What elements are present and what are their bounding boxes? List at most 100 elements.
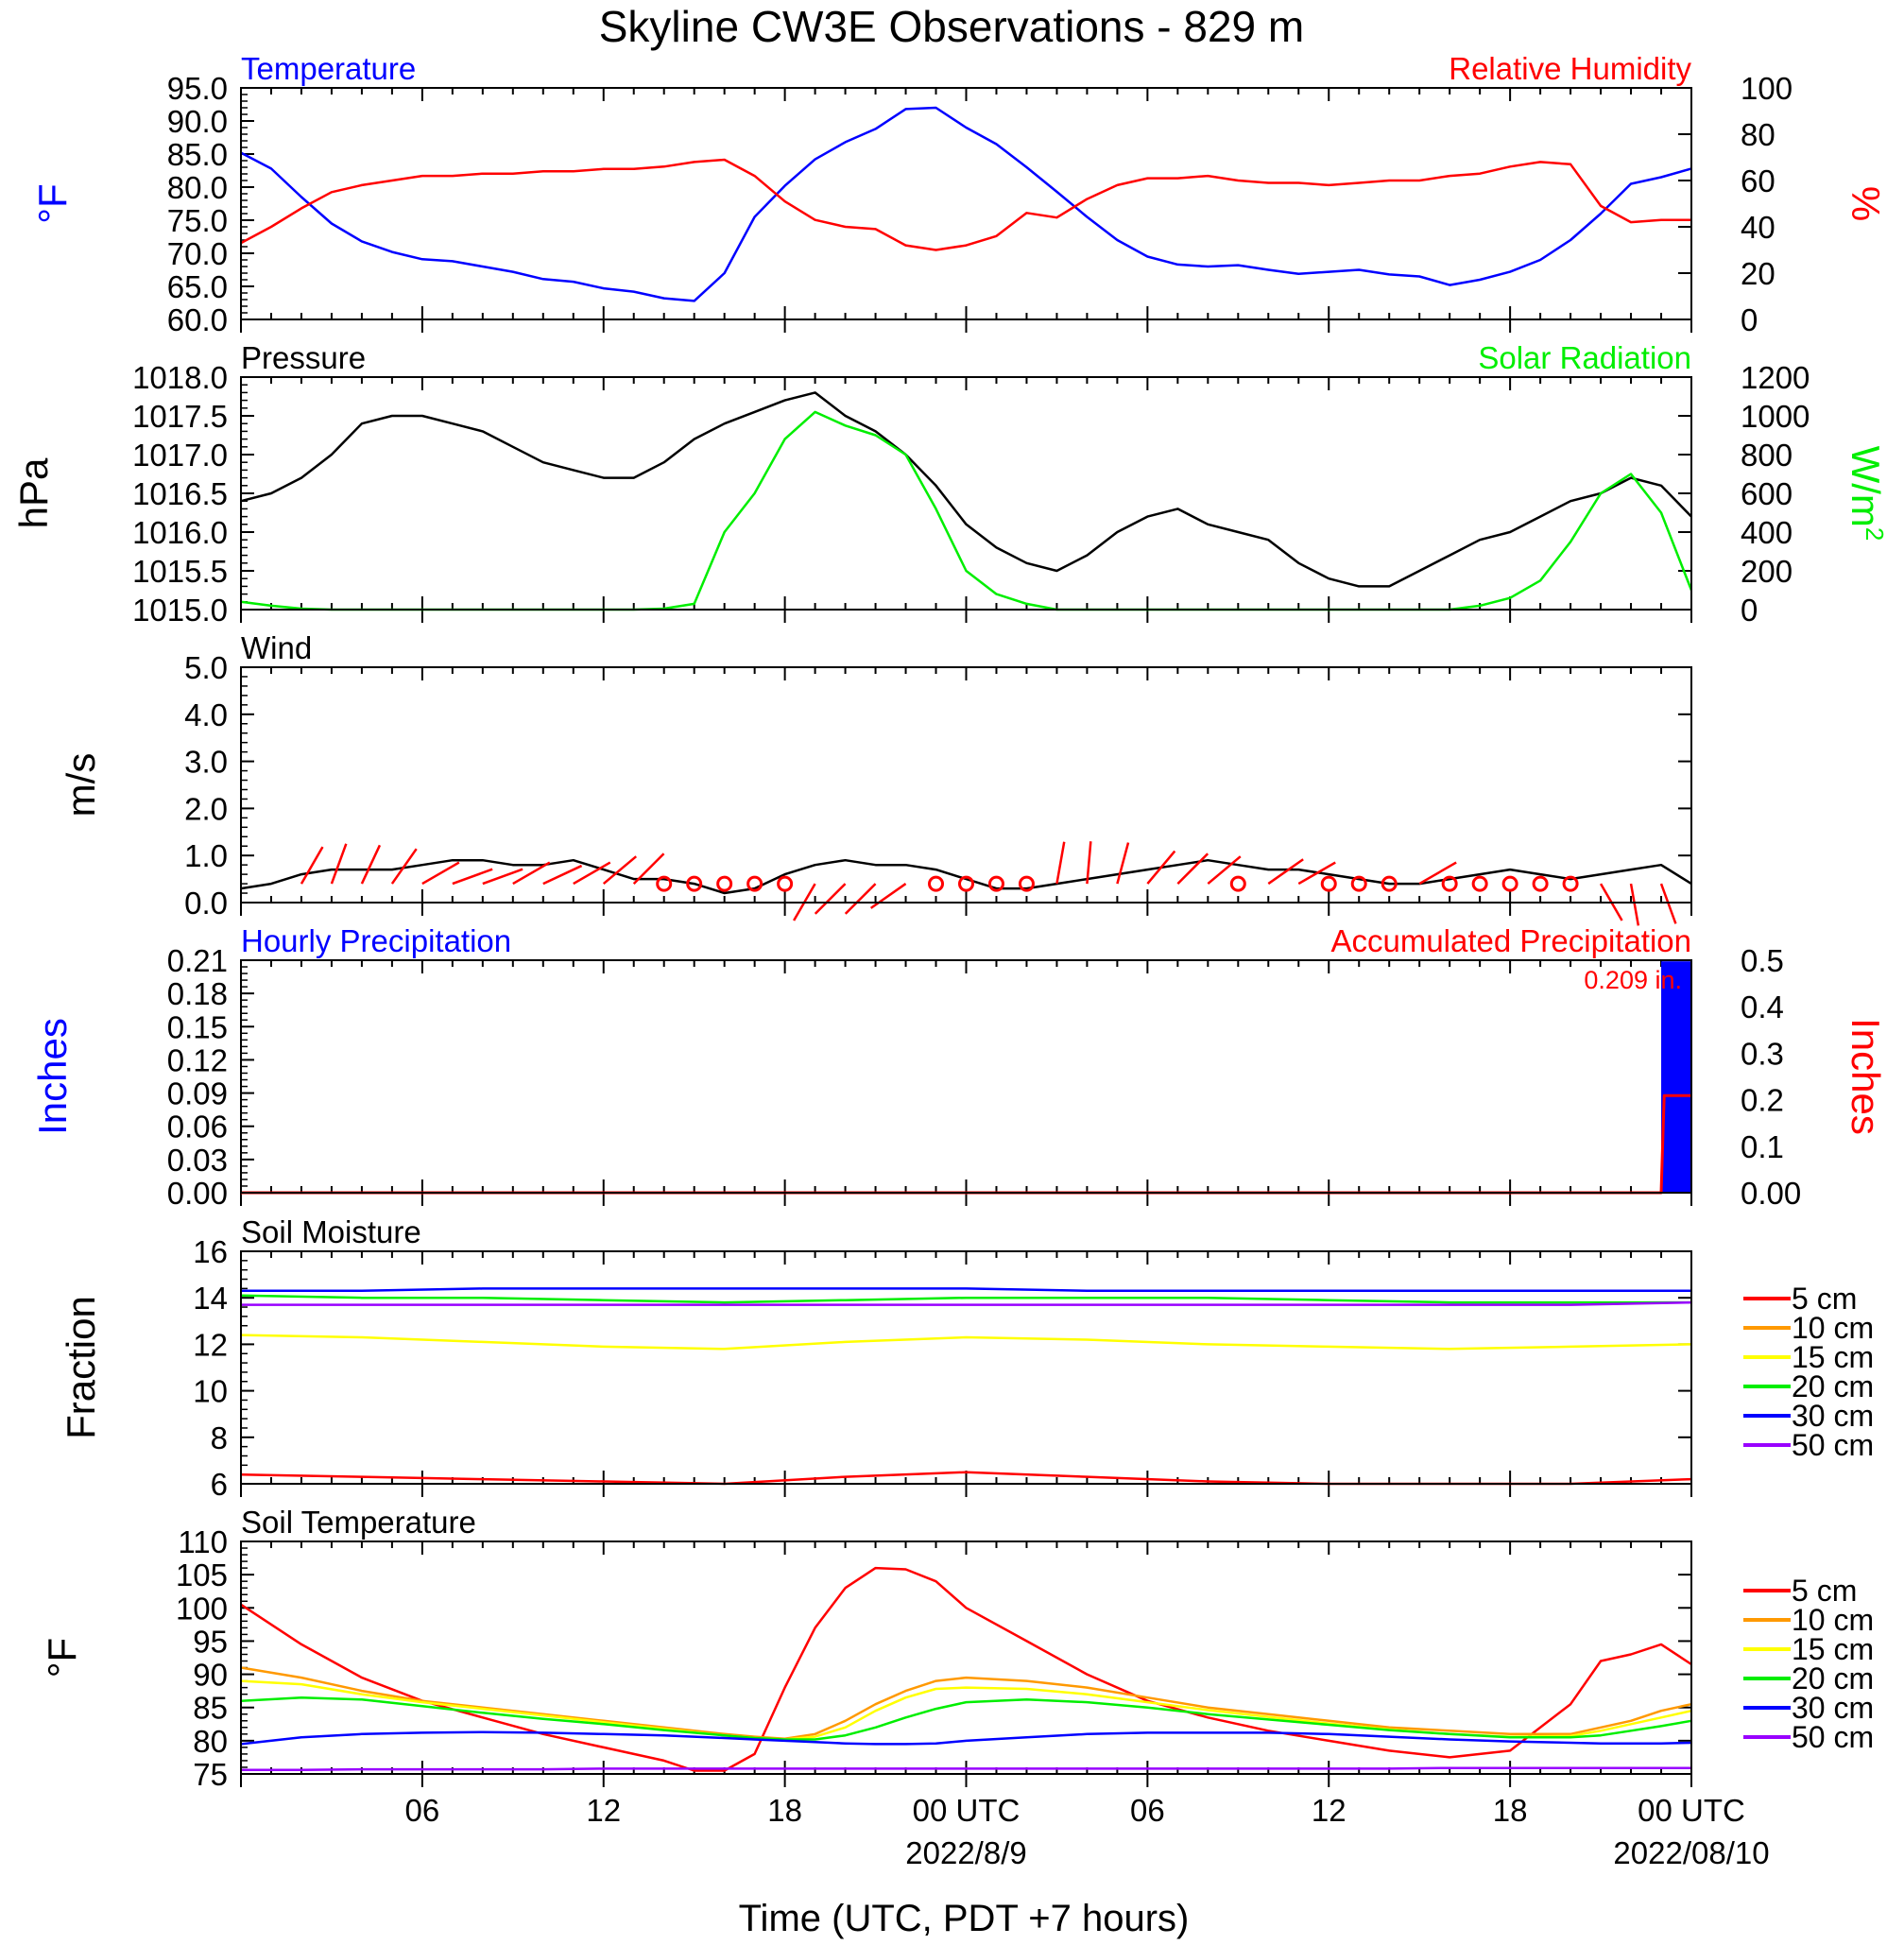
y-tick-label-left: 70.0 [167, 236, 228, 271]
wind-barb-shaft [482, 868, 523, 886]
wind-barb-shaft [1629, 883, 1640, 926]
temp_rh-title-right: Relative Humidity [1449, 51, 1691, 86]
30cm-series-line [241, 1287, 1691, 1293]
wind-barb-shaft [512, 861, 551, 886]
50cm-series-line [241, 1300, 1692, 1306]
wind-barb-shaft [1267, 858, 1304, 886]
wind-barb-calm-circle [656, 875, 673, 892]
5cm-series-line [240, 1566, 1692, 1772]
y-tick-label-left: 1.0 [184, 838, 228, 873]
20cm-series-line [240, 1695, 1692, 1741]
legend-label: 30 cm [1792, 1399, 1874, 1433]
pressure_solar-title-left: Pressure [241, 340, 366, 375]
wind-barb-calm-circle [987, 875, 1004, 892]
wind-barb-shaft [360, 844, 382, 885]
15cm-series-line [240, 1334, 1692, 1351]
series-line [240, 106, 1692, 302]
y-tick-label-left: 0.06 [167, 1110, 228, 1145]
y-tick-label-left: 6 [211, 1467, 228, 1502]
y-tick-label-left: 1017.0 [132, 438, 228, 473]
wind-barb-calm-circle [1320, 875, 1337, 892]
soil_temp-title-left: Soil Temperature [241, 1505, 476, 1540]
x-tick-label: 00 UTC [1638, 1793, 1745, 1828]
wind-barb-shaft [1116, 842, 1130, 885]
20cm-series-line [240, 1294, 1691, 1304]
temp_rh-title-left: Temperature [241, 51, 416, 86]
legend-label: 50 cm [1792, 1720, 1874, 1754]
y-tick-label-left: 2.0 [184, 791, 228, 826]
x-tick-label: 00 UTC [913, 1793, 1021, 1828]
chart-panels: 60.065.070.075.080.085.090.095.002040608… [11, 51, 1889, 1870]
y-tick-label-right: 100 [1741, 71, 1793, 106]
x-tick-label: 12 [586, 1793, 621, 1828]
y-tick-label-left: 12 [193, 1327, 228, 1362]
wind-barb-shaft [390, 848, 418, 885]
y-tick-label-left: 16 [193, 1234, 228, 1269]
legend-label: 30 cm [1792, 1691, 1874, 1725]
y-tick-label-left: 1018.0 [132, 360, 228, 395]
y-tick-label-left: 0.12 [167, 1042, 228, 1077]
pressure_solar-frame [240, 376, 1692, 611]
y-tick-label-right: 20 [1741, 256, 1775, 291]
y-tick-label-right: 0 [1741, 593, 1758, 628]
precip-ylabel-right: Inches [1844, 1018, 1888, 1135]
wind-barb-calm-circle [686, 875, 703, 892]
wind-barb-shaft [1418, 861, 1457, 886]
wind-barb-calm-circle [1471, 875, 1488, 892]
precip-frame [240, 959, 1692, 1194]
y-tick-label-left: 100 [176, 1591, 228, 1626]
y-tick-label-left: 85.0 [167, 137, 228, 172]
series-line [240, 410, 1693, 611]
y-tick-label-right: 1200 [1741, 360, 1810, 395]
precip-ylabel-left: Inches [30, 1018, 75, 1135]
y-tick-label-left: 1016.0 [132, 515, 228, 550]
figure-title: Skyline CW3E Observations - 829 m [599, 2, 1305, 51]
y-tick-label-left: 105 [176, 1558, 228, 1592]
precip-title-left: Hourly Precipitation [241, 923, 511, 958]
y-tick-label-right: 400 [1741, 515, 1793, 550]
temp_rh-frame [240, 87, 1692, 320]
y-tick-label-left: 0.00 [167, 1176, 228, 1211]
precip-title-right: Accumulated Precipitation [1330, 923, 1691, 958]
soil_moisture-ylabel-left: Fraction [59, 1296, 103, 1439]
legend-label: 15 cm [1792, 1632, 1874, 1666]
y-tick-label-left: 60.0 [167, 302, 228, 337]
wind-barb-shaft [300, 846, 324, 885]
hourly-precip-bar [1661, 961, 1691, 1193]
soil_moisture-title-left: Soil Moisture [241, 1214, 421, 1249]
wind-barb-calm-circle [1381, 875, 1398, 892]
y-tick-label-left: 0.18 [167, 976, 228, 1011]
wind-barb-shaft [452, 868, 493, 886]
wind-barb-shaft [1207, 855, 1242, 886]
y-tick-label-left: 1015.0 [132, 593, 228, 628]
wind-barb-shaft [542, 864, 583, 886]
wind-panel: 0.0 1.0 2.0 3.0 4.0 5.0 Wind m/s [59, 630, 1692, 926]
x-axis-label: Time (UTC, PDT +7 hours) [739, 1898, 1190, 1939]
pressure_solar-title-right: Solar Radiation [1478, 340, 1691, 375]
y-tick-label-left: 65.0 [167, 269, 228, 304]
x-tick-labels: 06 12 18 00 UTC 06 12 18 00 UTC 2022/8/9 2022/08/… [405, 1793, 1770, 1870]
legend-label: 10 cm [1792, 1311, 1874, 1345]
y-tick-label-left: 0.0 [184, 886, 228, 921]
legend-label: 50 cm [1792, 1428, 1874, 1462]
y-tick-label-left: 0.21 [167, 943, 228, 978]
x-date-label: 2022/08/10 [1613, 1835, 1769, 1870]
50cm-series-line [241, 1766, 1691, 1772]
temp_rh-ylabel-right: % [1844, 186, 1888, 221]
wind-barb-shaft [1146, 850, 1176, 885]
y-tick-label-left: 10 [193, 1374, 228, 1409]
y-tick-label-left: 8 [211, 1420, 228, 1455]
wind-barb-shaft [1055, 841, 1066, 885]
y-tick-label-right: 0.2 [1741, 1083, 1784, 1118]
legend-label: 20 cm [1792, 1369, 1874, 1403]
wind-barb-calm-circle [1441, 875, 1458, 892]
y-tick-label-right: 600 [1741, 476, 1793, 511]
wind-barb-calm-circle [1350, 875, 1367, 892]
wind-barb-shaft [869, 883, 907, 909]
y-tick-label-left: 80.0 [167, 170, 228, 205]
y-tick-label-left: 0.15 [167, 1009, 228, 1044]
y-tick-label-left: 5.0 [184, 650, 228, 685]
y-tick-label-left: 1016.5 [132, 476, 228, 511]
